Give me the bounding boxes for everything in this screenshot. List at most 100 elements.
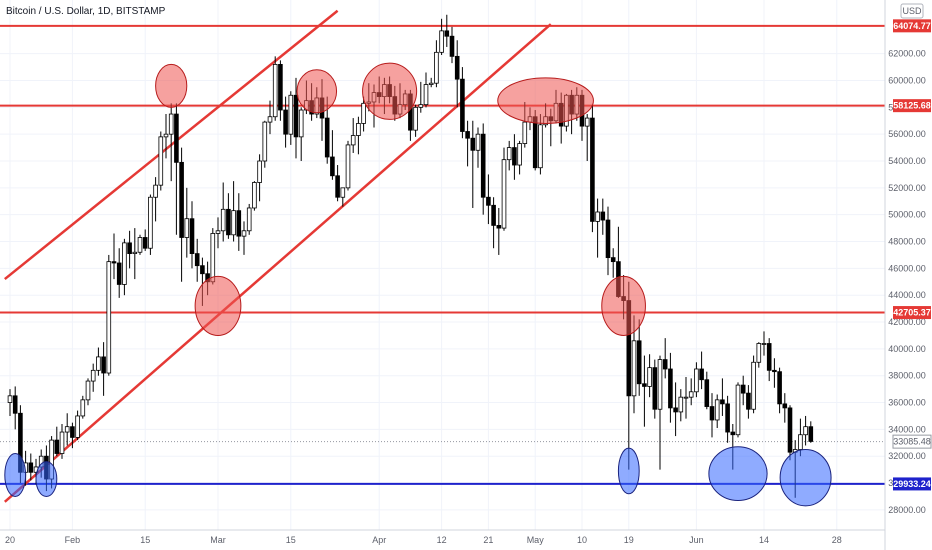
candle xyxy=(460,67,465,139)
currency-badge[interactable]: USD xyxy=(900,3,924,19)
y-tick-label: 54000.00 xyxy=(888,156,926,166)
x-tick-label: 15 xyxy=(286,535,296,545)
candle xyxy=(418,81,424,113)
candle-body-down xyxy=(787,407,793,453)
candle xyxy=(777,367,782,414)
resistance-highlight-ellipse[interactable] xyxy=(601,275,646,336)
candle-body-up xyxy=(241,230,247,237)
x-tick-label: Apr xyxy=(372,535,386,545)
candle-body-up xyxy=(356,123,361,136)
candle xyxy=(361,96,366,132)
candle-body-down xyxy=(662,359,668,370)
candle xyxy=(163,114,169,159)
y-tick-label: 40000.00 xyxy=(888,344,926,354)
candle xyxy=(704,371,710,410)
support-highlight-ellipse[interactable] xyxy=(779,448,832,507)
resistance-highlight-ellipse[interactable] xyxy=(497,77,594,124)
y-tick-label: 28000.00 xyxy=(888,505,926,515)
candle xyxy=(142,229,148,251)
candle-body-up xyxy=(501,159,507,229)
candle xyxy=(517,140,522,175)
resistance-highlight-ellipse[interactable] xyxy=(194,275,242,336)
candle xyxy=(278,60,283,121)
resistance-highlight-ellipse[interactable] xyxy=(155,63,188,108)
candle xyxy=(298,107,304,162)
candle-body-down xyxy=(324,117,330,158)
candle-body-down xyxy=(600,211,606,221)
candle xyxy=(215,217,221,249)
resistance-highlight-ellipse[interactable] xyxy=(362,62,418,120)
candle xyxy=(595,198,600,258)
support-highlight-ellipse[interactable] xyxy=(617,447,640,495)
candle-body-up xyxy=(350,135,356,146)
candle xyxy=(252,181,257,211)
support-highlight-ellipse[interactable] xyxy=(35,461,58,497)
current-price-tag xyxy=(892,434,932,449)
candle-body-up xyxy=(252,182,257,209)
candle-body-up xyxy=(595,211,600,222)
candle xyxy=(746,385,751,419)
candle-body-up xyxy=(361,102,366,124)
candle-body-up xyxy=(428,82,434,85)
resistance-highlight-ellipse[interactable] xyxy=(296,69,338,114)
candle xyxy=(538,114,543,175)
candle-body-up xyxy=(215,230,221,234)
candle-body-down xyxy=(142,237,148,249)
candle xyxy=(174,103,179,235)
candle-body-down xyxy=(746,392,751,410)
x-tick-label: 28 xyxy=(832,535,842,545)
candle xyxy=(642,355,647,427)
trend-line[interactable] xyxy=(3,23,552,503)
candle-body-up xyxy=(90,369,96,382)
candle-body-down xyxy=(174,113,179,163)
candle-body-up xyxy=(267,116,273,123)
candle-body-down xyxy=(512,147,517,166)
support-highlight-ellipse[interactable] xyxy=(4,453,27,497)
candle xyxy=(262,120,268,168)
candle-body-up xyxy=(64,426,70,433)
candle-body-down xyxy=(454,55,460,80)
candle xyxy=(782,393,788,423)
candle-body-down xyxy=(293,94,299,138)
x-tick-label: 15 xyxy=(140,535,150,545)
candle-body-down xyxy=(278,64,283,111)
candle-body-down xyxy=(116,262,122,285)
candle-body-up xyxy=(683,396,689,399)
candle xyxy=(226,193,231,239)
candle-body-up xyxy=(153,184,158,198)
candle xyxy=(210,228,216,285)
candle xyxy=(340,187,346,207)
candle xyxy=(148,194,153,255)
candle xyxy=(96,347,101,376)
candle-body-up xyxy=(761,343,767,345)
candle xyxy=(28,453,34,481)
x-tick-label: Jun xyxy=(689,535,704,545)
candle xyxy=(449,26,455,64)
candle xyxy=(470,120,476,208)
candle xyxy=(694,362,699,398)
candle xyxy=(486,174,491,225)
candle xyxy=(668,352,673,423)
candle-body-down xyxy=(642,383,647,387)
candle xyxy=(740,375,746,406)
candle xyxy=(59,424,65,459)
y-tick-label: 42000.00 xyxy=(888,317,926,327)
candle-body-down xyxy=(668,368,673,409)
candle xyxy=(501,147,507,231)
x-tick-label: 12 xyxy=(437,535,447,545)
candle-body-down xyxy=(70,426,75,438)
candle xyxy=(220,182,226,242)
candle-body-up xyxy=(7,395,13,403)
candle-body-up xyxy=(106,261,112,374)
candle xyxy=(673,382,678,437)
support-highlight-ellipse[interactable] xyxy=(708,446,768,501)
candle xyxy=(267,100,273,135)
candle xyxy=(158,131,164,191)
y-tick-label: 34000.00 xyxy=(888,424,926,434)
candle-body-down xyxy=(460,78,465,132)
candle-body-down xyxy=(111,261,117,264)
candle xyxy=(808,421,814,443)
horizontal-levels xyxy=(0,24,885,485)
